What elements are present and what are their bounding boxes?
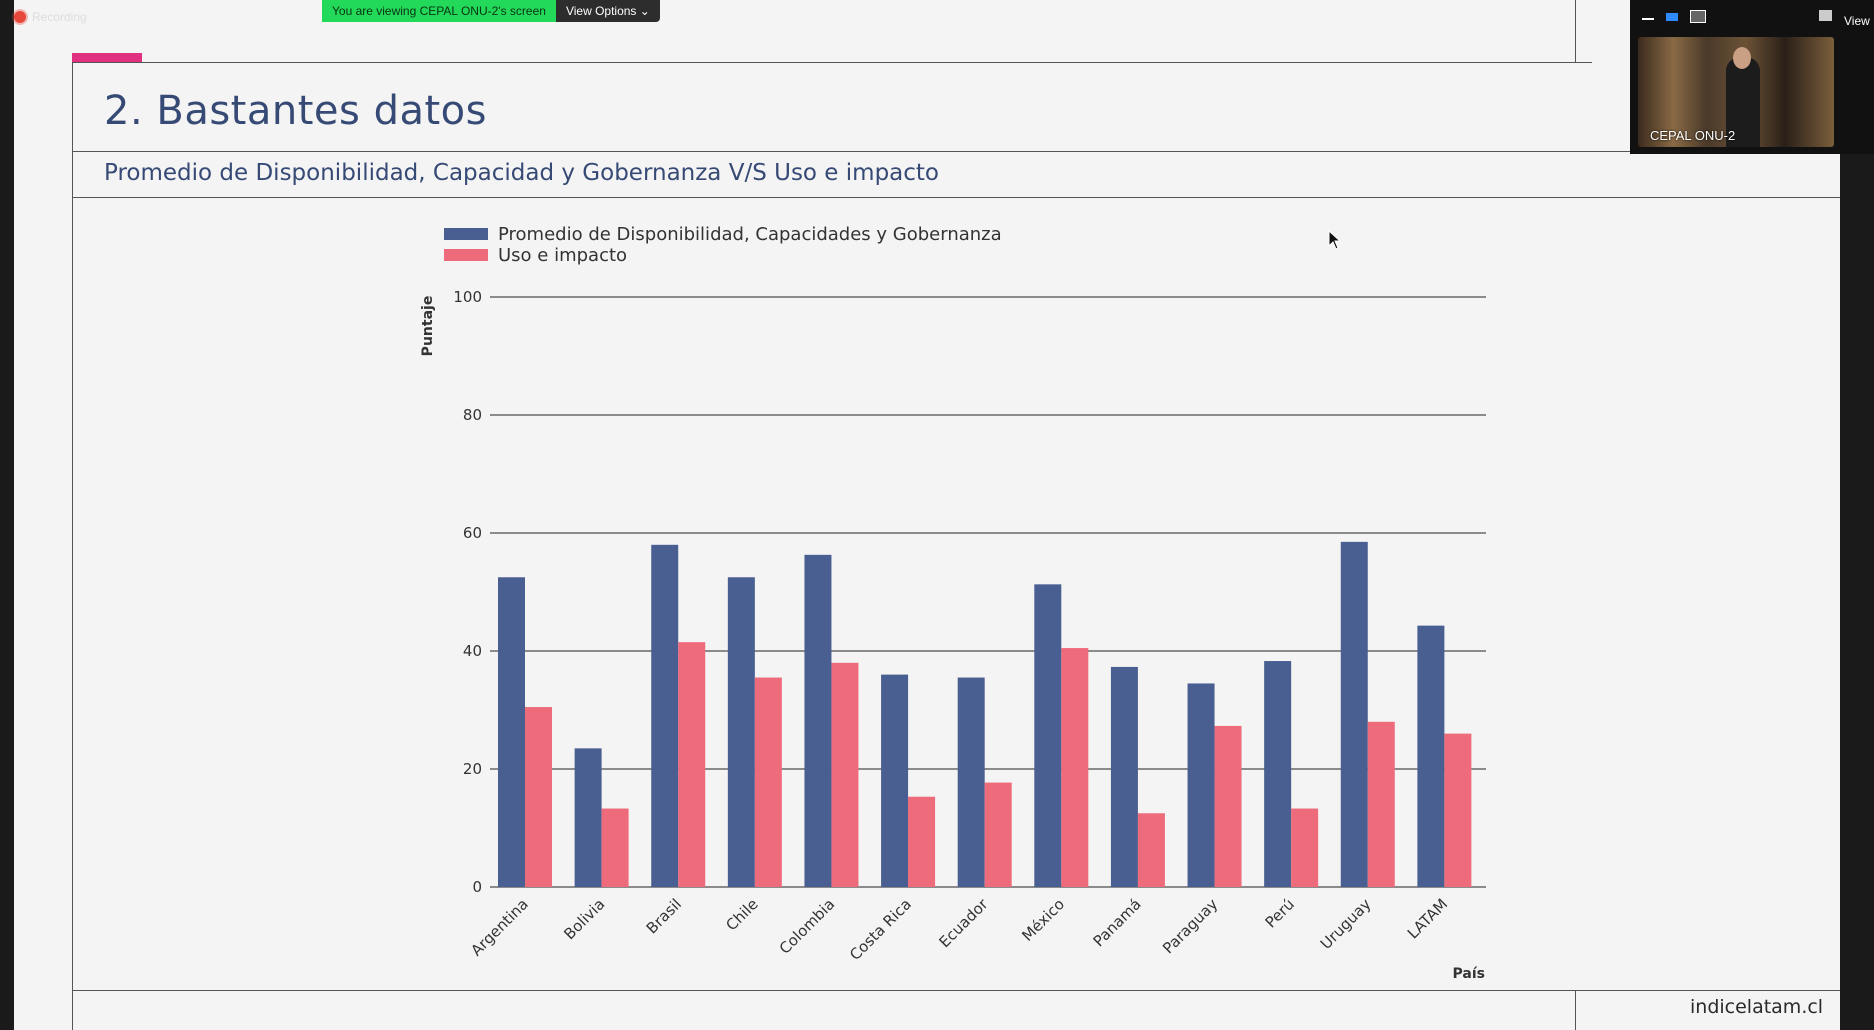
side-by-side-icon[interactable] <box>1819 10 1832 21</box>
y-tick-label: 20 <box>463 760 482 778</box>
bar-promedio-11 <box>1340 541 1368 887</box>
x-tick-label: Brasil <box>643 895 685 937</box>
bar-promedio-1 <box>574 748 602 887</box>
chart-bars <box>498 541 1472 887</box>
x-tick-label: Panamá <box>1090 895 1145 950</box>
x-tick-label: Chile <box>722 895 761 934</box>
recording-label: Recording <box>32 10 87 24</box>
y-tick-label: 60 <box>463 524 482 542</box>
mouse-cursor-icon <box>1328 230 1342 250</box>
x-tick-label: Ecuador <box>935 895 992 952</box>
bar-promedio-0 <box>498 577 525 887</box>
y-tick-label: 0 <box>472 878 482 896</box>
video-panel: View CEPAL ONU-2 <box>1630 0 1874 154</box>
participant-head <box>1733 47 1751 69</box>
speaker-view-icon[interactable] <box>1666 13 1678 21</box>
divider <box>1575 0 1576 62</box>
bar-uso-0 <box>525 707 552 887</box>
view-options-label: View Options <box>565 4 637 18</box>
bar-promedio-7 <box>1034 584 1062 887</box>
y-tick-label: 40 <box>463 642 482 660</box>
slide-subtitle: Promedio de Disponibilidad, Capacidad y … <box>104 160 939 186</box>
minimize-icon[interactable] <box>1642 18 1654 20</box>
viewing-message: You are viewing CEPAL ONU-2's screen <box>322 0 556 22</box>
x-axis-label: País <box>1453 966 1485 982</box>
bar-promedio-2 <box>651 544 679 887</box>
accent-bar <box>72 53 142 62</box>
bar-promedio-8 <box>1110 666 1138 887</box>
bar-uso-2 <box>678 642 706 887</box>
y-tick-label: 80 <box>463 406 482 424</box>
participant-figure <box>1726 57 1760 147</box>
legend-swatch <box>444 249 488 261</box>
bar-uso-5 <box>908 796 936 887</box>
divider <box>72 197 1840 198</box>
y-tick-label: 100 <box>453 288 482 306</box>
divider <box>72 62 73 1030</box>
x-tick-label: Colombia <box>776 895 839 958</box>
x-tick-label: Uruguay <box>1317 895 1375 953</box>
chevron-down-icon: ⌄ <box>639 4 650 18</box>
view-button[interactable]: View <box>1844 14 1870 28</box>
chart-x-labels: Argentina Bolivia Brasil Chile Colombia Costa… <box>467 895 1451 964</box>
view-options-button[interactable]: View Options ⌄ <box>555 0 660 22</box>
gallery-view-icon[interactable] <box>1690 10 1706 23</box>
recording-indicator[interactable]: Recording <box>14 10 87 24</box>
x-tick-label: Perú <box>1262 895 1298 931</box>
y-axis-label: Puntaje <box>420 296 436 357</box>
bar-promedio-5 <box>881 674 909 887</box>
bar-uso-12 <box>1444 733 1472 887</box>
bar-uso-11 <box>1367 721 1395 887</box>
divider <box>72 990 1840 991</box>
x-tick-label: México <box>1018 895 1068 945</box>
x-tick-label: Costa Rica <box>846 895 915 964</box>
bar-uso-3 <box>754 677 782 887</box>
bar-uso-6 <box>984 782 1012 887</box>
bar-uso-7 <box>1061 648 1089 887</box>
screen-share-banner: You are viewing CEPAL ONU-2's screen Vie… <box>322 0 660 22</box>
video-panel-controls: View <box>1630 0 1874 32</box>
x-tick-label: Argentina <box>467 895 531 959</box>
x-tick-label: Paraguay <box>1159 895 1221 957</box>
x-tick-label: LATAM <box>1404 895 1451 942</box>
legend-entry: Uso e impacto <box>498 245 627 266</box>
legend-swatch <box>444 228 488 240</box>
legend-entry: Promedio de Disponibilidad, Capacidades … <box>498 224 1002 245</box>
participant-video[interactable]: CEPAL ONU-2 <box>1638 37 1834 147</box>
divider <box>72 62 1592 63</box>
bar-promedio-12 <box>1417 625 1445 887</box>
bar-promedio-6 <box>957 677 985 887</box>
bar-promedio-3 <box>727 577 755 887</box>
bar-promedio-9 <box>1187 683 1215 887</box>
slide-title: 2. Bastantes datos <box>104 88 487 134</box>
footer-website: indicelatam.cl <box>1690 996 1824 1018</box>
bar-uso-10 <box>1291 808 1319 887</box>
record-icon <box>14 11 26 23</box>
divider <box>72 151 1840 152</box>
participant-name: CEPAL ONU-2 <box>1650 128 1736 143</box>
chart-legend: Promedio de Disponibilidad, Capacidades … <box>444 224 1002 266</box>
bar-promedio-10 <box>1264 661 1292 887</box>
bar-uso-1 <box>601 808 629 887</box>
divider <box>1575 990 1576 1030</box>
bar-promedio-4 <box>804 554 832 887</box>
bar-uso-8 <box>1137 813 1165 887</box>
bar-uso-9 <box>1214 725 1242 887</box>
x-tick-label: Bolivia <box>560 895 608 943</box>
bar-uso-4 <box>831 662 859 887</box>
